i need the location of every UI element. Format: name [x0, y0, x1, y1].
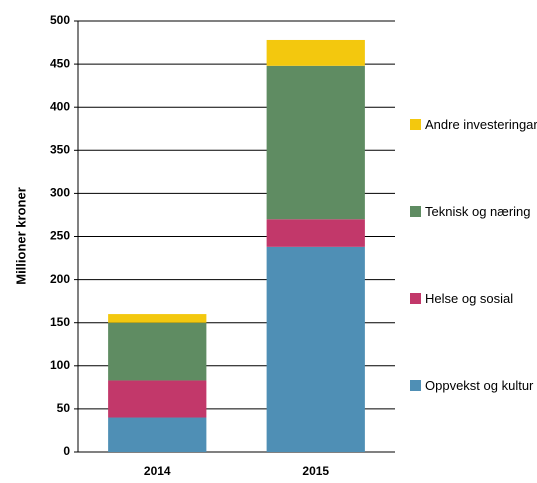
bar-segment: [108, 314, 207, 323]
y-tick-label: 350: [50, 142, 70, 156]
legend-swatch: [410, 380, 421, 391]
y-tick-label: 250: [50, 229, 70, 243]
bar-segment: [266, 246, 365, 452]
legend-swatch: [410, 293, 421, 304]
y-tick-label: 500: [50, 13, 70, 27]
x-tick-label: 2015: [302, 464, 329, 478]
y-tick-label: 450: [50, 56, 70, 70]
bar-segment: [266, 219, 365, 247]
y-tick-label: 0: [63, 444, 70, 458]
legend-label: Oppvekst og kultur: [425, 378, 534, 393]
legend-label: Andre investeringar: [425, 117, 537, 132]
legend-label: Helse og sosial: [425, 291, 514, 306]
x-tick-label: 2014: [144, 464, 171, 478]
y-tick-label: 50: [57, 401, 71, 415]
y-tick-label: 100: [50, 358, 70, 372]
bar-segment: [108, 380, 207, 418]
y-tick-label: 300: [50, 186, 70, 200]
y-tick-label: 150: [50, 315, 70, 329]
legend-swatch: [410, 206, 421, 217]
legend-swatch: [410, 119, 421, 130]
bar-segment: [266, 65, 365, 220]
bar-segment: [266, 39, 365, 66]
y-axis-label: Millioner kroner: [13, 187, 28, 285]
y-tick-label: 200: [50, 272, 70, 286]
bar-segment: [108, 322, 207, 381]
legend-label: Teknisk og næring: [425, 204, 531, 219]
bar-segment: [108, 417, 207, 452]
y-tick-label: 400: [50, 99, 70, 113]
